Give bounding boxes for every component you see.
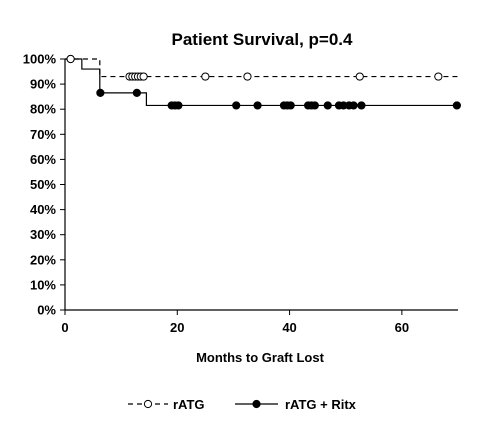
y-tick-label: 90% — [30, 77, 56, 92]
censor-marker-ratg-ritx — [174, 101, 183, 110]
censor-marker-ratg-ritx — [132, 88, 141, 97]
x-tick-label: 60 — [395, 320, 409, 335]
chart-title: Patient Survival, p=0.4 — [172, 30, 353, 49]
censor-marker-ratg — [355, 72, 364, 81]
censor-marker-ratg-ritx — [96, 88, 105, 97]
censor-marker-ratg-ritx — [452, 101, 461, 110]
y-tick-labels: 0% 10% 20% 30% 40% 50% 60% 70% 80% 90% 100% — [23, 52, 57, 318]
censor-marker-ratg-ritx — [310, 101, 319, 110]
x-axis-label: Months to Graft Lost — [196, 350, 324, 365]
censor-marker-ratg — [243, 72, 252, 81]
y-tick-label: 0% — [37, 303, 56, 318]
y-tick-label: 70% — [30, 127, 56, 142]
legend: rATG rATG + Ritx — [128, 397, 357, 412]
y-tick-label: 10% — [30, 277, 56, 292]
censor-marker-ratg — [66, 54, 75, 64]
legend-label-ratg-ritx: rATG + Ritx — [285, 397, 357, 412]
y-tick-label: 30% — [30, 227, 56, 242]
series-line-ratg — [65, 58, 458, 78]
censor-marker-ratg — [434, 72, 443, 81]
legend-label-ratg: rATG — [173, 397, 205, 412]
series-line-ratg-ritx — [65, 58, 458, 107]
x-tick-label: 20 — [170, 320, 184, 335]
censor-marker-ratg — [139, 72, 148, 81]
y-tick-label: 50% — [30, 177, 56, 192]
x-tick-labels: 0 20 40 60 — [61, 320, 409, 335]
axes — [60, 58, 458, 315]
y-tick-label: 20% — [30, 252, 56, 267]
x-tick-label: 0 — [61, 320, 68, 335]
x-tick-label: 40 — [282, 320, 296, 335]
censor-marker-ratg — [201, 72, 210, 81]
censor-marker-ratg-ritx — [357, 101, 366, 110]
y-tick-label: 100% — [23, 52, 57, 67]
legend-marker-ratg-ritx — [252, 399, 261, 409]
plot-area — [65, 54, 461, 110]
censor-marker-ratg-ritx — [253, 101, 262, 110]
y-tick-label: 40% — [30, 202, 56, 217]
censor-marker-ratg-ritx — [232, 101, 241, 110]
legend-marker-ratg — [143, 399, 153, 409]
censor-marker-ratg-ritx — [323, 101, 332, 110]
censor-marker-ratg-ritx — [286, 101, 295, 110]
y-tick-label: 80% — [30, 102, 56, 117]
y-tick-label: 60% — [30, 152, 56, 167]
censor-marker-ratg-ritx — [349, 101, 358, 110]
